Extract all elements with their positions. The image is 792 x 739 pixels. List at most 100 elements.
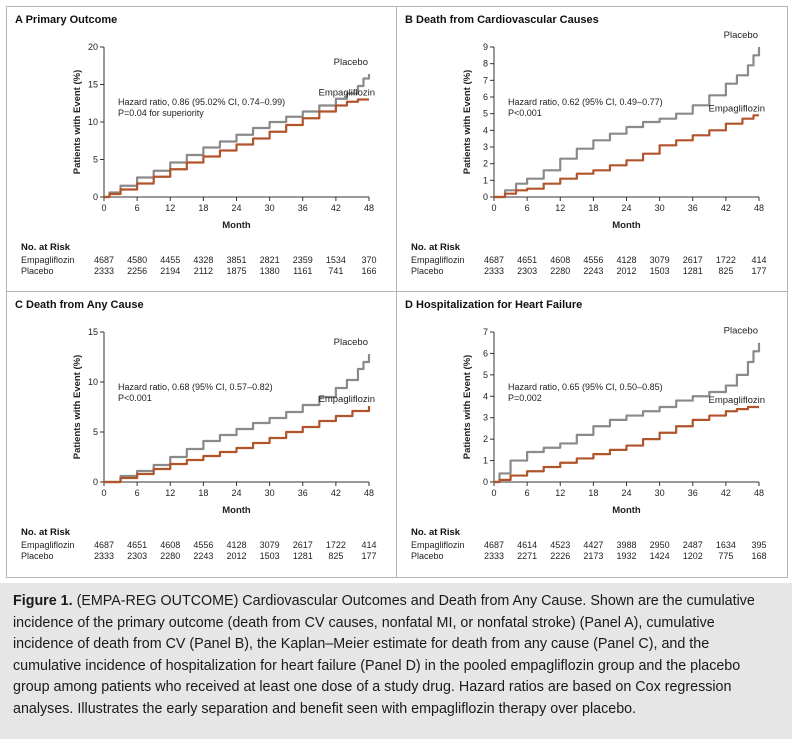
panel-title: D Hospitalization for Heart Failure [405,299,582,311]
y-tick-label: 5 [93,427,98,437]
panel-c: C Death from Any Cause 0 5 10 15 0 6 12 18 24 30 36… [7,292,397,577]
risk-row-label: Empagliflozin [411,255,465,265]
risk-cell: 3988 [616,540,636,550]
y-tick-label: 20 [88,42,98,52]
y-tick-label: 0 [483,477,488,487]
y-tick-label: 0 [483,192,488,202]
risk-row-label: Empagliflozin [21,540,75,550]
risk-cell: 370 [361,255,376,265]
risk-cell: 2012 [226,551,246,561]
risk-cell: 4580 [127,255,147,265]
panel-title: A Primary Outcome [15,14,117,26]
risk-cell: 4651 [517,255,537,265]
risk-cell: 2243 [193,551,213,561]
panel-title: C Death from Any Cause [15,299,144,311]
y-tick-label: 10 [88,377,98,387]
risk-cell: 4608 [550,255,570,265]
risk-cell: 4128 [226,540,246,550]
chart-svg: A Primary Outcome 0 5 10 15 20 0 6 12 18 24 30 36 42 4… [15,14,377,276]
x-tick-label: 30 [655,488,665,498]
risk-cell: 4556 [583,255,603,265]
x-axis-title: Month [222,220,251,231]
x-tick-label: 0 [101,488,106,498]
x-tick-label: 12 [555,488,565,498]
risk-cell: 166 [361,266,376,276]
risk-cell: 2303 [517,266,537,276]
x-tick-label: 48 [754,488,764,498]
placebo-series-label: Placebo [724,30,758,41]
risk-cell: 1380 [260,266,280,276]
empagliflozin-series-line [104,406,371,484]
y-tick-label: 5 [483,109,488,119]
risk-cell: 1634 [716,540,736,550]
risk-row-label: Placebo [411,551,444,561]
risk-cell: 1722 [716,255,736,265]
caption-text: (EMPA-REG OUTCOME) Cardiovascular Outcom… [13,593,755,717]
x-tick-label: 42 [331,203,341,213]
x-tick-label: 48 [364,203,374,213]
panel-a: A Primary Outcome 0 5 10 15 20 0 6 12 18 24 30 36 42 4… [7,7,397,292]
risk-cell: 2487 [683,540,703,550]
y-tick-label: 9 [483,42,488,52]
risk-cell: 2173 [583,551,603,561]
x-tick-label: 24 [621,203,631,213]
risk-cell: 2280 [160,551,180,561]
x-tick-label: 30 [265,203,275,213]
risk-cell: 177 [361,551,376,561]
risk-row-label: Placebo [21,551,54,561]
x-tick-label: 18 [588,488,598,498]
risk-cell: 4556 [193,540,213,550]
y-tick-label: 7 [483,327,488,337]
placebo-series-label: Placebo [724,326,758,337]
risk-cell: 395 [751,540,766,550]
risk-cell: 3079 [260,540,280,550]
x-tick-label: 12 [555,203,565,213]
empagliflozin-series-line [494,114,759,199]
hazard-ratio-text: Hazard ratio, 0.86 (95.02% CI, 0.74–0.99… [118,97,285,107]
x-tick-label: 30 [265,488,275,498]
placebo-series-line [494,342,761,484]
y-tick-label: 4 [483,391,488,401]
risk-row-label: Empagliflozin [21,255,75,265]
panel-b: B Death from Cardiovascular Causes 0 1 2 3 4 5… [397,7,787,292]
y-tick-label: 0 [93,192,98,202]
risk-cell: 2821 [260,255,280,265]
x-tick-label: 48 [364,488,374,498]
risk-cell: 4687 [94,255,114,265]
risk-cell: 414 [751,255,766,265]
risk-cell: 1932 [616,551,636,561]
risk-table-header: No. at Risk [21,527,71,538]
risk-cell: 3851 [226,255,246,265]
y-tick-label: 15 [88,327,98,337]
risk-cell: 4687 [484,255,504,265]
y-axis-title: Patients with Event (%) [462,355,473,460]
hazard-ratio-text: Hazard ratio, 0.65 (95% CI, 0.50–0.85) [508,382,663,392]
empagliflozin-series-label: Empagliflozin [709,103,766,114]
risk-cell: 1202 [683,551,703,561]
risk-cell: 2303 [127,551,147,561]
risk-cell: 775 [718,551,733,561]
chart-svg: B Death from Cardiovascular Causes012345… [405,14,767,276]
placebo-series-label: Placebo [334,57,368,68]
risk-cell: 2950 [650,540,670,550]
y-tick-label: 8 [483,59,488,69]
y-tick-label: 3 [483,413,488,423]
risk-cell: 2226 [550,551,570,561]
x-tick-label: 48 [754,203,764,213]
risk-table-header: No. at Risk [21,242,71,253]
y-tick-label: 2 [483,159,488,169]
caption-label: Figure 1. [13,593,73,609]
x-tick-label: 18 [198,488,208,498]
y-tick-label: 3 [483,142,488,152]
x-tick-label: 36 [298,203,308,213]
x-axis-title: Month [612,220,641,231]
y-tick-label: 6 [483,92,488,102]
risk-cell: 3079 [650,255,670,265]
risk-cell: 4687 [94,540,114,550]
x-tick-label: 42 [721,203,731,213]
risk-row-label: Placebo [21,266,54,276]
x-tick-label: 18 [198,203,208,213]
risk-cell: 4523 [550,540,570,550]
x-tick-label: 42 [721,488,731,498]
x-tick-label: 12 [165,488,175,498]
